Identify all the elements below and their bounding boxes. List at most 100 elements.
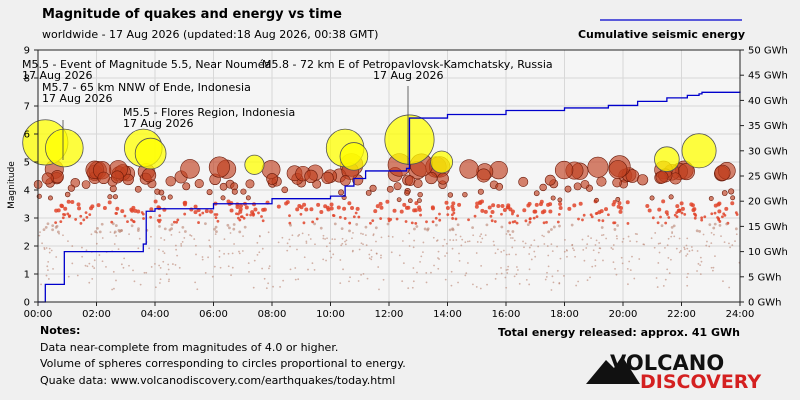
quake-dot bbox=[458, 259, 461, 262]
quake-dot bbox=[402, 202, 407, 207]
quake-dot bbox=[120, 229, 123, 232]
quake-dot bbox=[497, 248, 499, 251]
quake-dot bbox=[167, 280, 170, 283]
quake-dot bbox=[662, 285, 665, 287]
quake-dot bbox=[193, 204, 198, 209]
quake-dot bbox=[194, 244, 197, 247]
quake-dot bbox=[578, 201, 583, 206]
quake-dot bbox=[242, 235, 244, 238]
quake-dot bbox=[208, 239, 211, 242]
quake-dot bbox=[45, 247, 48, 249]
quake-dot bbox=[735, 233, 738, 236]
quake-dot bbox=[238, 207, 243, 212]
quake-dot bbox=[248, 270, 250, 273]
quake-dot bbox=[132, 269, 134, 272]
y-left-tick-label: 0 bbox=[24, 298, 30, 309]
quake-dot bbox=[90, 204, 95, 209]
quake-mid bbox=[539, 183, 547, 192]
quake-dot bbox=[713, 222, 717, 226]
quake-mid bbox=[587, 156, 609, 178]
quake-dot bbox=[413, 239, 416, 242]
quake-dot bbox=[237, 216, 240, 220]
quake-dot bbox=[375, 204, 380, 209]
quake-dot bbox=[444, 278, 447, 281]
quake-dot bbox=[610, 247, 613, 249]
quake-dot bbox=[599, 209, 604, 214]
annotations: M5.5 - Event of Magnitude 5.5, Near Noum… bbox=[22, 58, 553, 165]
quake-dot bbox=[480, 241, 482, 244]
y-right-tick-label: 30 GWh bbox=[748, 146, 788, 157]
quake-major-circles bbox=[22, 114, 717, 175]
quake-dot bbox=[117, 248, 120, 251]
quake-dot bbox=[98, 230, 102, 234]
quake-dot bbox=[666, 244, 669, 247]
quake-dot bbox=[299, 212, 303, 216]
quake-dot bbox=[683, 246, 686, 249]
volcano-icon bbox=[586, 356, 640, 384]
quake-dot bbox=[631, 255, 633, 258]
quake-dot bbox=[168, 278, 170, 281]
quake-dot bbox=[380, 236, 383, 239]
quake-dot bbox=[699, 256, 702, 259]
quake-dot bbox=[380, 254, 382, 257]
quake-dot bbox=[535, 215, 539, 219]
quake-dot bbox=[364, 234, 367, 237]
quake-dot bbox=[446, 213, 450, 217]
quake-dot bbox=[443, 238, 446, 241]
quake-dot bbox=[594, 244, 597, 246]
quake-mid bbox=[208, 156, 230, 178]
quake-dot bbox=[392, 208, 397, 213]
quake-dot bbox=[201, 211, 205, 215]
quake-dot bbox=[183, 212, 187, 216]
quake-dot bbox=[660, 224, 664, 228]
quake-dot bbox=[577, 217, 580, 221]
quake-dot bbox=[420, 255, 423, 258]
quake-dot bbox=[718, 223, 722, 227]
quake-dot bbox=[618, 209, 623, 214]
quake-dot bbox=[571, 243, 574, 246]
quake-dot bbox=[533, 209, 538, 214]
quake-dot bbox=[261, 219, 265, 223]
quake-dot bbox=[435, 223, 438, 227]
quake-dot bbox=[158, 224, 161, 228]
quake-dot bbox=[339, 259, 342, 261]
quake-dot bbox=[81, 246, 83, 249]
quake-dot bbox=[360, 273, 362, 276]
quake-dot bbox=[581, 218, 584, 222]
quake-dot bbox=[261, 267, 264, 270]
quake-dot bbox=[491, 203, 496, 208]
quake-dot bbox=[438, 212, 441, 216]
quake-dot bbox=[101, 260, 104, 263]
annotation-label: M5.7 - 65 km NNW of Ende, Indonesia bbox=[42, 81, 251, 94]
quake-dot bbox=[50, 249, 53, 252]
quake-dot bbox=[289, 245, 291, 248]
quake-dot bbox=[401, 280, 404, 283]
x-tick-label: 04:00 bbox=[141, 309, 170, 320]
quake-dot bbox=[493, 244, 496, 247]
quake-dot bbox=[130, 218, 133, 222]
quake-dot bbox=[297, 278, 300, 281]
quake-dot bbox=[451, 217, 455, 220]
quake-dot bbox=[365, 244, 368, 247]
quake-dot bbox=[167, 268, 170, 271]
quake-mid bbox=[550, 195, 556, 201]
quake-dot bbox=[122, 266, 125, 269]
quake-mid bbox=[495, 182, 504, 191]
quake-dot bbox=[708, 245, 711, 248]
quake-dot bbox=[506, 268, 509, 271]
quake-dot bbox=[695, 229, 699, 233]
quake-dot bbox=[587, 235, 590, 238]
quake-dot bbox=[592, 249, 595, 252]
quake-dot bbox=[657, 207, 662, 212]
quake-dot bbox=[675, 204, 680, 209]
quake-dot bbox=[500, 212, 503, 216]
quake-dot bbox=[314, 243, 316, 246]
quake-dot bbox=[551, 275, 554, 278]
quake-dot bbox=[431, 220, 435, 224]
quake-dot bbox=[347, 201, 352, 206]
quake-dot bbox=[522, 240, 524, 243]
quake-dot bbox=[613, 228, 617, 231]
quake-dot bbox=[238, 203, 243, 208]
quake-dot bbox=[157, 248, 160, 251]
quake-dot bbox=[515, 221, 519, 225]
